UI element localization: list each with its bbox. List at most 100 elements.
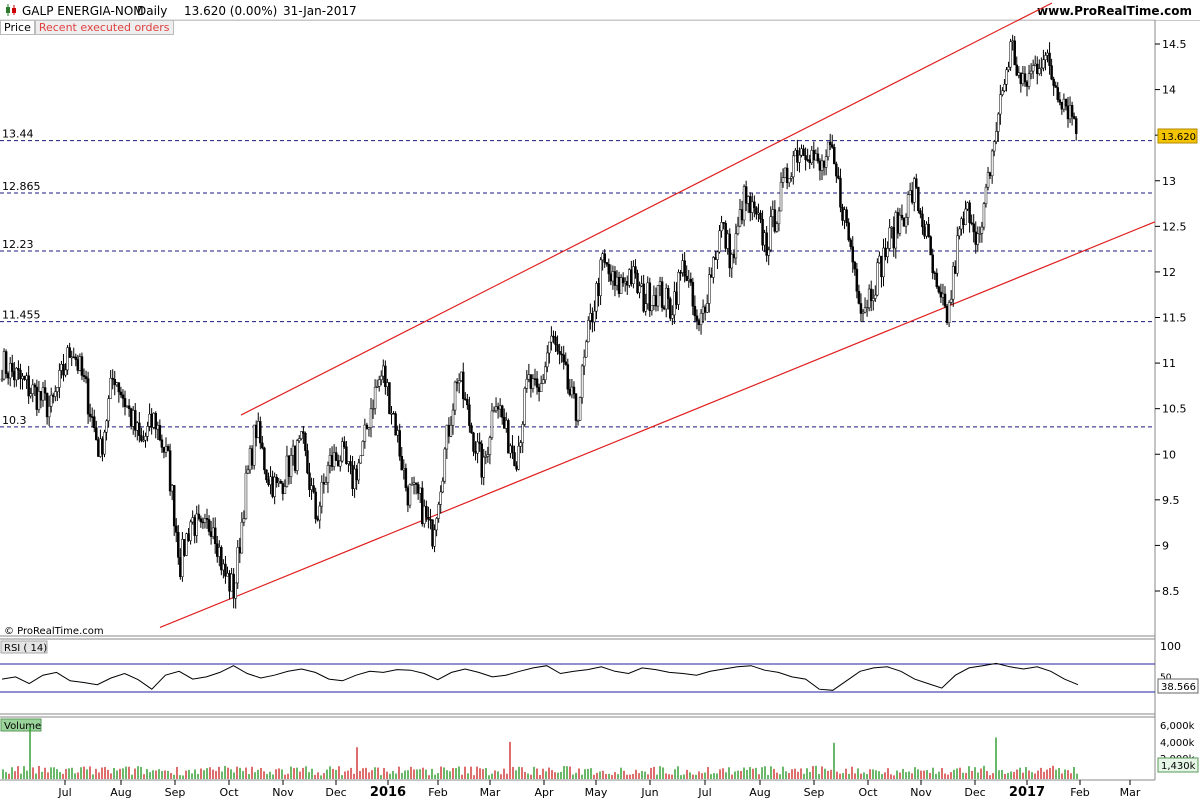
candle-body xyxy=(910,190,914,203)
candle-body xyxy=(144,436,147,441)
candle-body xyxy=(398,430,401,457)
price-tick-label: 9.5 xyxy=(1162,494,1180,507)
candle-body xyxy=(1052,78,1055,86)
candle-body xyxy=(84,376,88,379)
candle-body xyxy=(785,167,789,184)
candle-body xyxy=(669,298,672,319)
candle-body xyxy=(1058,99,1062,103)
candle-body xyxy=(123,398,127,407)
candle-body xyxy=(884,247,887,258)
candle-body xyxy=(252,424,256,466)
candle-body xyxy=(408,484,412,506)
candle-body xyxy=(455,381,459,384)
candle-body xyxy=(927,223,930,237)
candle-body xyxy=(302,431,305,434)
candle-body xyxy=(54,391,57,397)
candle-body xyxy=(1007,66,1010,71)
candle-body xyxy=(172,485,176,527)
candle-body xyxy=(812,150,816,161)
candle-body xyxy=(349,461,352,466)
candle-body xyxy=(767,249,770,256)
candle-body xyxy=(1046,52,1049,56)
candle-body xyxy=(935,272,939,287)
candle-body xyxy=(457,380,461,384)
candle-body xyxy=(453,381,457,411)
candle-body xyxy=(550,335,553,343)
candle-body xyxy=(638,285,641,294)
candle-body xyxy=(521,423,524,443)
candle-body xyxy=(787,178,791,184)
candle-body xyxy=(281,483,285,494)
candle-body xyxy=(445,424,449,450)
candle-body xyxy=(742,186,746,221)
candle-body xyxy=(802,148,805,156)
candle-body xyxy=(1050,65,1053,80)
last-price-badge: 13.620 xyxy=(1157,128,1198,144)
candle-body xyxy=(166,446,170,451)
rsi-tick-100: 100 xyxy=(1160,640,1181,653)
time-tick-label: Dec xyxy=(964,786,985,799)
candle-body xyxy=(236,547,239,584)
candle-body xyxy=(607,263,611,275)
candle-body xyxy=(892,226,895,249)
candle-body xyxy=(8,363,12,379)
candle-body xyxy=(667,287,670,300)
candle-body xyxy=(187,533,190,541)
candle-body xyxy=(70,356,73,359)
candle-body xyxy=(533,378,537,380)
candle-body xyxy=(876,262,879,296)
candle-body xyxy=(589,313,592,321)
candle-body xyxy=(464,398,467,401)
candle-body xyxy=(189,521,192,541)
candle-body xyxy=(919,210,922,215)
candle-body xyxy=(154,413,157,430)
candle-body xyxy=(107,398,110,422)
candle-body xyxy=(740,209,744,221)
candle-body xyxy=(131,410,135,427)
candle-body xyxy=(345,446,348,464)
candle-body xyxy=(859,303,863,314)
candle-body xyxy=(687,278,690,281)
candle-body xyxy=(878,255,881,264)
candle-body xyxy=(386,382,389,387)
candle-body xyxy=(1066,105,1070,120)
candle-body xyxy=(427,517,430,520)
candle-body xyxy=(509,445,512,454)
candle-body xyxy=(435,518,438,531)
site-url[interactable]: www.ProRealTime.com xyxy=(1037,4,1192,18)
candle-body xyxy=(1033,63,1037,66)
time-tick-label: Aug xyxy=(110,786,131,799)
time-tick-label: Oct xyxy=(858,786,878,799)
candle-body xyxy=(160,439,164,448)
candle-body xyxy=(459,371,463,381)
candle-body xyxy=(574,393,578,421)
candle-body xyxy=(951,266,955,300)
candle-body xyxy=(796,150,799,163)
candle-body xyxy=(402,468,406,471)
candle-body xyxy=(863,307,867,313)
candle-body xyxy=(158,425,162,441)
candle-body xyxy=(839,178,842,208)
candle-body xyxy=(105,420,108,433)
candle-body xyxy=(671,314,674,319)
candle-body xyxy=(722,222,725,224)
candle-body xyxy=(960,218,963,230)
candle-body xyxy=(650,305,654,312)
candle-body xyxy=(312,485,315,493)
candle-body xyxy=(642,283,645,312)
price-tick-label: 12 xyxy=(1162,266,1176,279)
candle-body xyxy=(544,366,547,380)
candle-body xyxy=(974,231,977,245)
candle-body xyxy=(193,517,196,536)
candle-body xyxy=(209,531,213,537)
candle-body xyxy=(113,379,116,386)
recent-orders-tag[interactable]: Recent executed orders xyxy=(34,20,174,35)
candle-body xyxy=(595,283,598,312)
candle-body xyxy=(439,491,442,505)
candle-body xyxy=(617,276,621,294)
candle-body xyxy=(831,144,834,148)
candle-body xyxy=(375,386,379,388)
candlestick-icon xyxy=(6,4,16,16)
candle-body xyxy=(115,382,119,386)
candle-body xyxy=(400,456,403,471)
